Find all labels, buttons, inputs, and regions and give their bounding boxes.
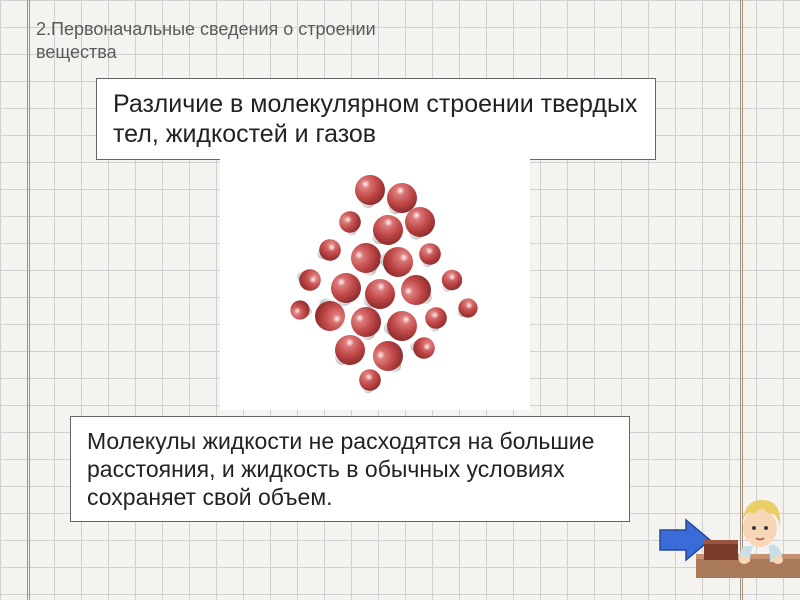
section-header: 2.Первоначальные сведения о строении вещ… [36, 18, 396, 63]
slide-page: 2.Первоначальные сведения о строении вещ… [0, 0, 800, 600]
margin-line-left [27, 0, 31, 600]
molecule-diagram [220, 150, 530, 410]
title-card: Различие в молекулярном строении твердых… [96, 78, 656, 160]
caption-card: Молекулы жидкости не расходятся на больш… [70, 416, 630, 522]
child-illustration [696, 470, 800, 582]
